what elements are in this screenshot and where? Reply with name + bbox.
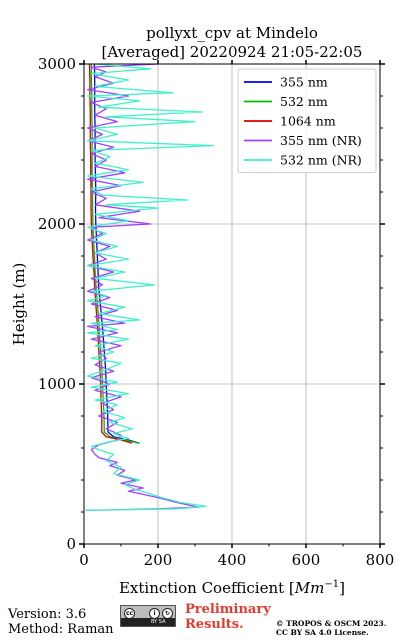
method-text: Method: Raman xyxy=(8,622,114,637)
x-axis-label-end: ] xyxy=(339,579,345,597)
legend-label: 355 nm (NR) xyxy=(280,133,362,148)
x-tick-label: 200 xyxy=(144,551,173,569)
version-text: Version: 3.6 xyxy=(8,607,87,622)
copyright-notice: © TROPOS & OSCM 2023. CC BY SA 4.0 Licen… xyxy=(276,619,386,637)
preliminary-line2: Results. xyxy=(185,617,244,632)
x-axis-label-text: Extinction Coefficient [ xyxy=(119,579,295,597)
cc-license-logo: cc i ↻ BY SA xyxy=(120,605,176,627)
chart: 0 200 400 600 800 0 1000 2000 3000 pollyxt_cpv a… xyxy=(10,24,395,597)
legend-label: 532 nm (NR) xyxy=(280,153,362,168)
series-line-355-nm xyxy=(93,64,140,444)
y-axis-label: Height (m) xyxy=(10,263,28,346)
axis-ticks: 0 200 400 600 800 0 1000 2000 3000 xyxy=(38,55,395,569)
x-axis-label-unit: Mm xyxy=(294,579,325,597)
chart-title-line1: pollyxt_cpv at Mindelo xyxy=(146,24,318,42)
preliminary-line1: Preliminary xyxy=(185,602,271,617)
legend-label: 355 nm xyxy=(280,75,328,90)
series-line-1064-nm xyxy=(88,64,133,444)
copyright-line1: © TROPOS & OSCM 2023. xyxy=(276,619,387,628)
y-tick-label: 0 xyxy=(66,535,76,553)
y-tick-label: 1000 xyxy=(38,375,76,393)
x-tick-label: 600 xyxy=(292,551,321,569)
x-tick-label: 0 xyxy=(79,551,89,569)
x-axis-label: Extinction Coefficient [Mm−1] xyxy=(119,579,345,597)
legend-box xyxy=(237,68,377,173)
x-tick-label: 400 xyxy=(218,551,247,569)
y-tick-label: 3000 xyxy=(38,55,76,73)
y-tick-label: 2000 xyxy=(38,215,76,233)
preliminary-notice: Preliminary Results. xyxy=(185,602,271,632)
series-layer xyxy=(85,64,215,512)
legend-label: 1064 nm xyxy=(280,114,336,129)
series-line-532-nm-nr xyxy=(85,64,215,512)
chart-title-line2: [Averaged] 20220924 21:05-22:05 xyxy=(102,43,363,61)
x-axis-label-exponent: −1 xyxy=(324,579,339,590)
logo-text: BY SA xyxy=(151,619,166,625)
legend-label: 532 nm xyxy=(280,94,328,109)
series-line-355-nm-nr xyxy=(85,64,200,512)
x-tick-label: 800 xyxy=(366,551,395,569)
legend: 355 nm 532 nm 1064 nm 355 nm (NR) 532 nm (NR… xyxy=(237,68,377,173)
copyright-line2: CC BY SA 4.0 License. xyxy=(276,628,369,637)
